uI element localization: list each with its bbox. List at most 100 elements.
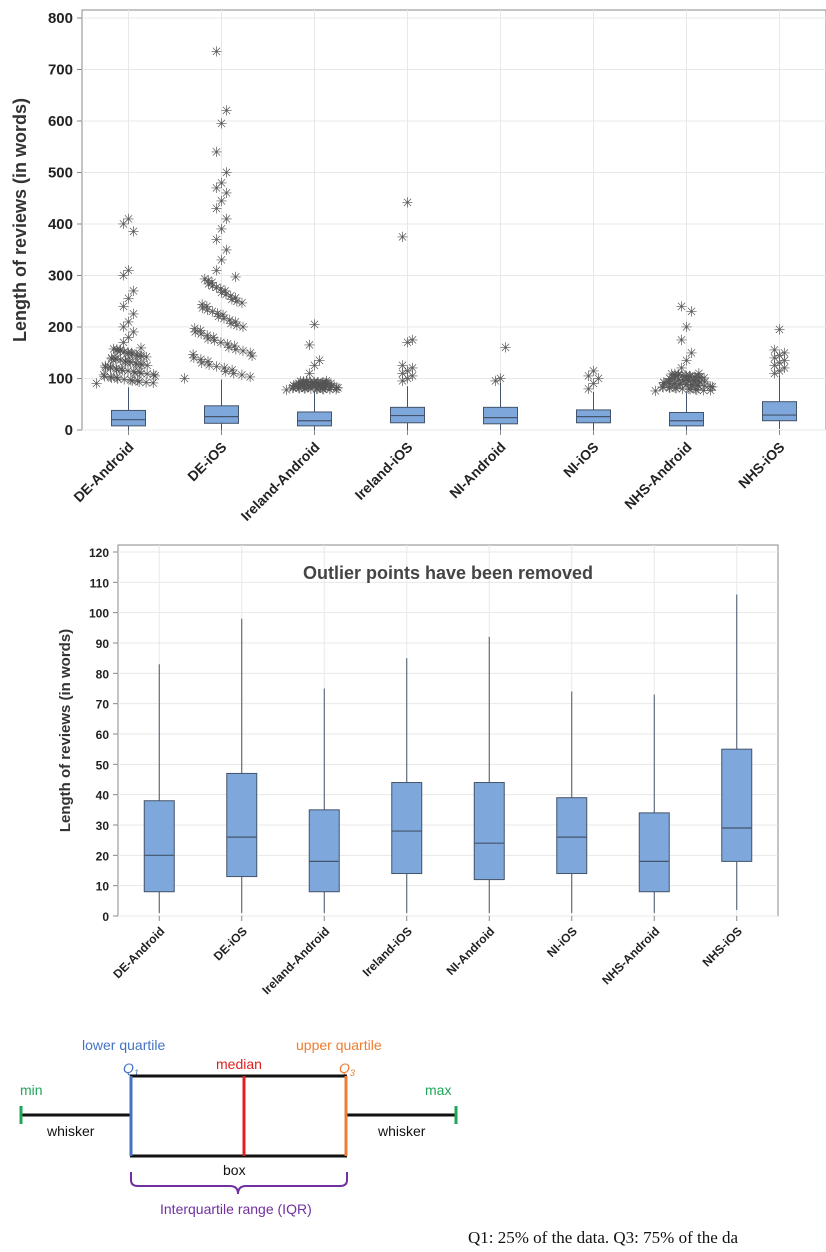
outlier-point: ✳ [224,312,236,328]
outlier-point: ✳ [669,367,681,383]
outlier-point: ✳ [236,295,248,311]
outlier-point: ✳ [135,356,147,372]
outlier-point: ✳ [402,194,414,210]
box-Ireland-iOS [391,658,423,913]
outlier-point: ✳ [313,379,325,395]
outlier-point: ✳ [664,380,676,396]
outlier-point: ✳ [302,378,314,394]
outlier-point: ✳ [201,302,213,318]
iqr-box [226,772,258,878]
outlier-point: ✳ [689,369,701,385]
plot-area [81,9,826,431]
outlier-point: ✳ [312,375,324,391]
outlier-point: ✳ [91,376,103,392]
outlier-point: ✳ [308,374,320,390]
outlier-point: ✳ [133,374,145,390]
ytick-label: 800 [48,10,73,27]
outlier-point: ✳ [281,382,293,398]
outlier-point: ✳ [588,376,600,392]
outlier-point: ✳ [676,360,688,376]
outlier-point: ✳ [196,355,208,371]
xtick-label: Ireland-iOS [351,439,415,503]
xtick-label: NI-Android [446,439,508,501]
outlier-point: ✳ [110,361,122,377]
outlier-point: ✳ [125,372,137,388]
outlier-point: ✳ [246,348,258,364]
box-Ireland-iOS: ✳✳✳✳✳✳✳✳✳✳✳ [390,194,425,430]
xtick-label: NHS-Android [599,924,662,987]
outlier-point: ✳ [407,360,419,376]
iqr-box [204,405,239,424]
outlier-point: ✳ [213,309,225,325]
outlier-point: ✳ [332,380,344,396]
outlier-point: ✳ [211,231,223,247]
outlier-point: ✳ [288,378,300,394]
iqr-brace [130,1172,348,1195]
outlier-point: ✳ [397,358,409,374]
outlier-point: ✳ [98,367,110,383]
outlier-point: ✳ [148,367,160,383]
outlier-point: ✳ [691,382,703,398]
outlier-point: ✳ [116,361,128,377]
outlier-point: ✳ [326,377,338,393]
outlier-point: ✳ [705,383,717,399]
q1-label: Q1 [123,1060,139,1078]
xtick-label: NHS-iOS [700,924,745,969]
outlier-point: ✳ [686,377,698,393]
outlier-point: ✳ [774,322,786,338]
outlier-point: ✳ [306,376,318,392]
box-DE-iOS [226,618,258,913]
outlier-point: ✳ [129,365,141,381]
outlier-point: ✳ [223,340,235,356]
ytick-label: 0 [102,910,109,924]
min-label: min [20,1082,43,1098]
xtick-label: DE-Android [110,924,167,981]
outlier-point: ✳ [105,360,117,376]
outlier-point: ✳ [187,346,199,362]
outlier-point: ✳ [202,353,214,369]
outlier-point: ✳ [136,349,148,365]
outlier-point: ✳ [106,351,118,367]
whisker-left-label: whisker [46,1123,95,1139]
outlier-point: ✳ [681,319,693,335]
outlier-point: ✳ [211,180,223,196]
outlier-point: ✳ [202,273,214,289]
outlier-point: ✳ [228,338,240,354]
outlier-point: ✳ [195,322,207,338]
outlier-point: ✳ [699,378,711,394]
outlier-point: ✳ [298,374,310,390]
outlier-point: ✳ [104,359,116,375]
outlier-point: ✳ [685,369,697,385]
ytick-label: 10 [96,880,110,894]
xtick-label: NI-iOS [560,439,602,481]
outlier-point: ✳ [664,371,676,387]
outlier-point: ✳ [675,376,687,392]
outlier-point: ✳ [141,349,153,365]
outlier-point: ✳ [221,165,233,181]
outlier-point: ✳ [683,373,695,389]
outlier-point: ✳ [686,304,698,320]
outlier-point: ✳ [211,280,223,296]
outlier-point: ✳ [122,363,134,379]
outlier-point: ✳ [118,319,130,335]
outlier-point: ✳ [316,377,328,393]
max-label: max [425,1082,451,1098]
outlier-point: ✳ [311,381,323,397]
outlier-point: ✳ [135,347,147,363]
outlier-point: ✳ [495,371,507,387]
outlier-point: ✳ [111,343,123,359]
outlier-point: ✳ [114,342,126,358]
outlier-point: ✳ [123,211,135,227]
outlier-point: ✳ [225,316,237,332]
outlier-point: ✳ [673,371,685,387]
outlier-point: ✳ [397,365,409,381]
outlier-point: ✳ [293,378,305,394]
outlier-point: ✳ [324,382,336,398]
outlier-point: ✳ [206,274,218,290]
outlier-point: ✳ [694,370,706,386]
ytick-label: 50 [96,758,110,772]
outlier-point: ✳ [221,103,233,119]
outlier-point: ✳ [108,341,120,357]
ytick-label: 100 [89,607,109,621]
outlier-point: ✳ [657,379,669,395]
